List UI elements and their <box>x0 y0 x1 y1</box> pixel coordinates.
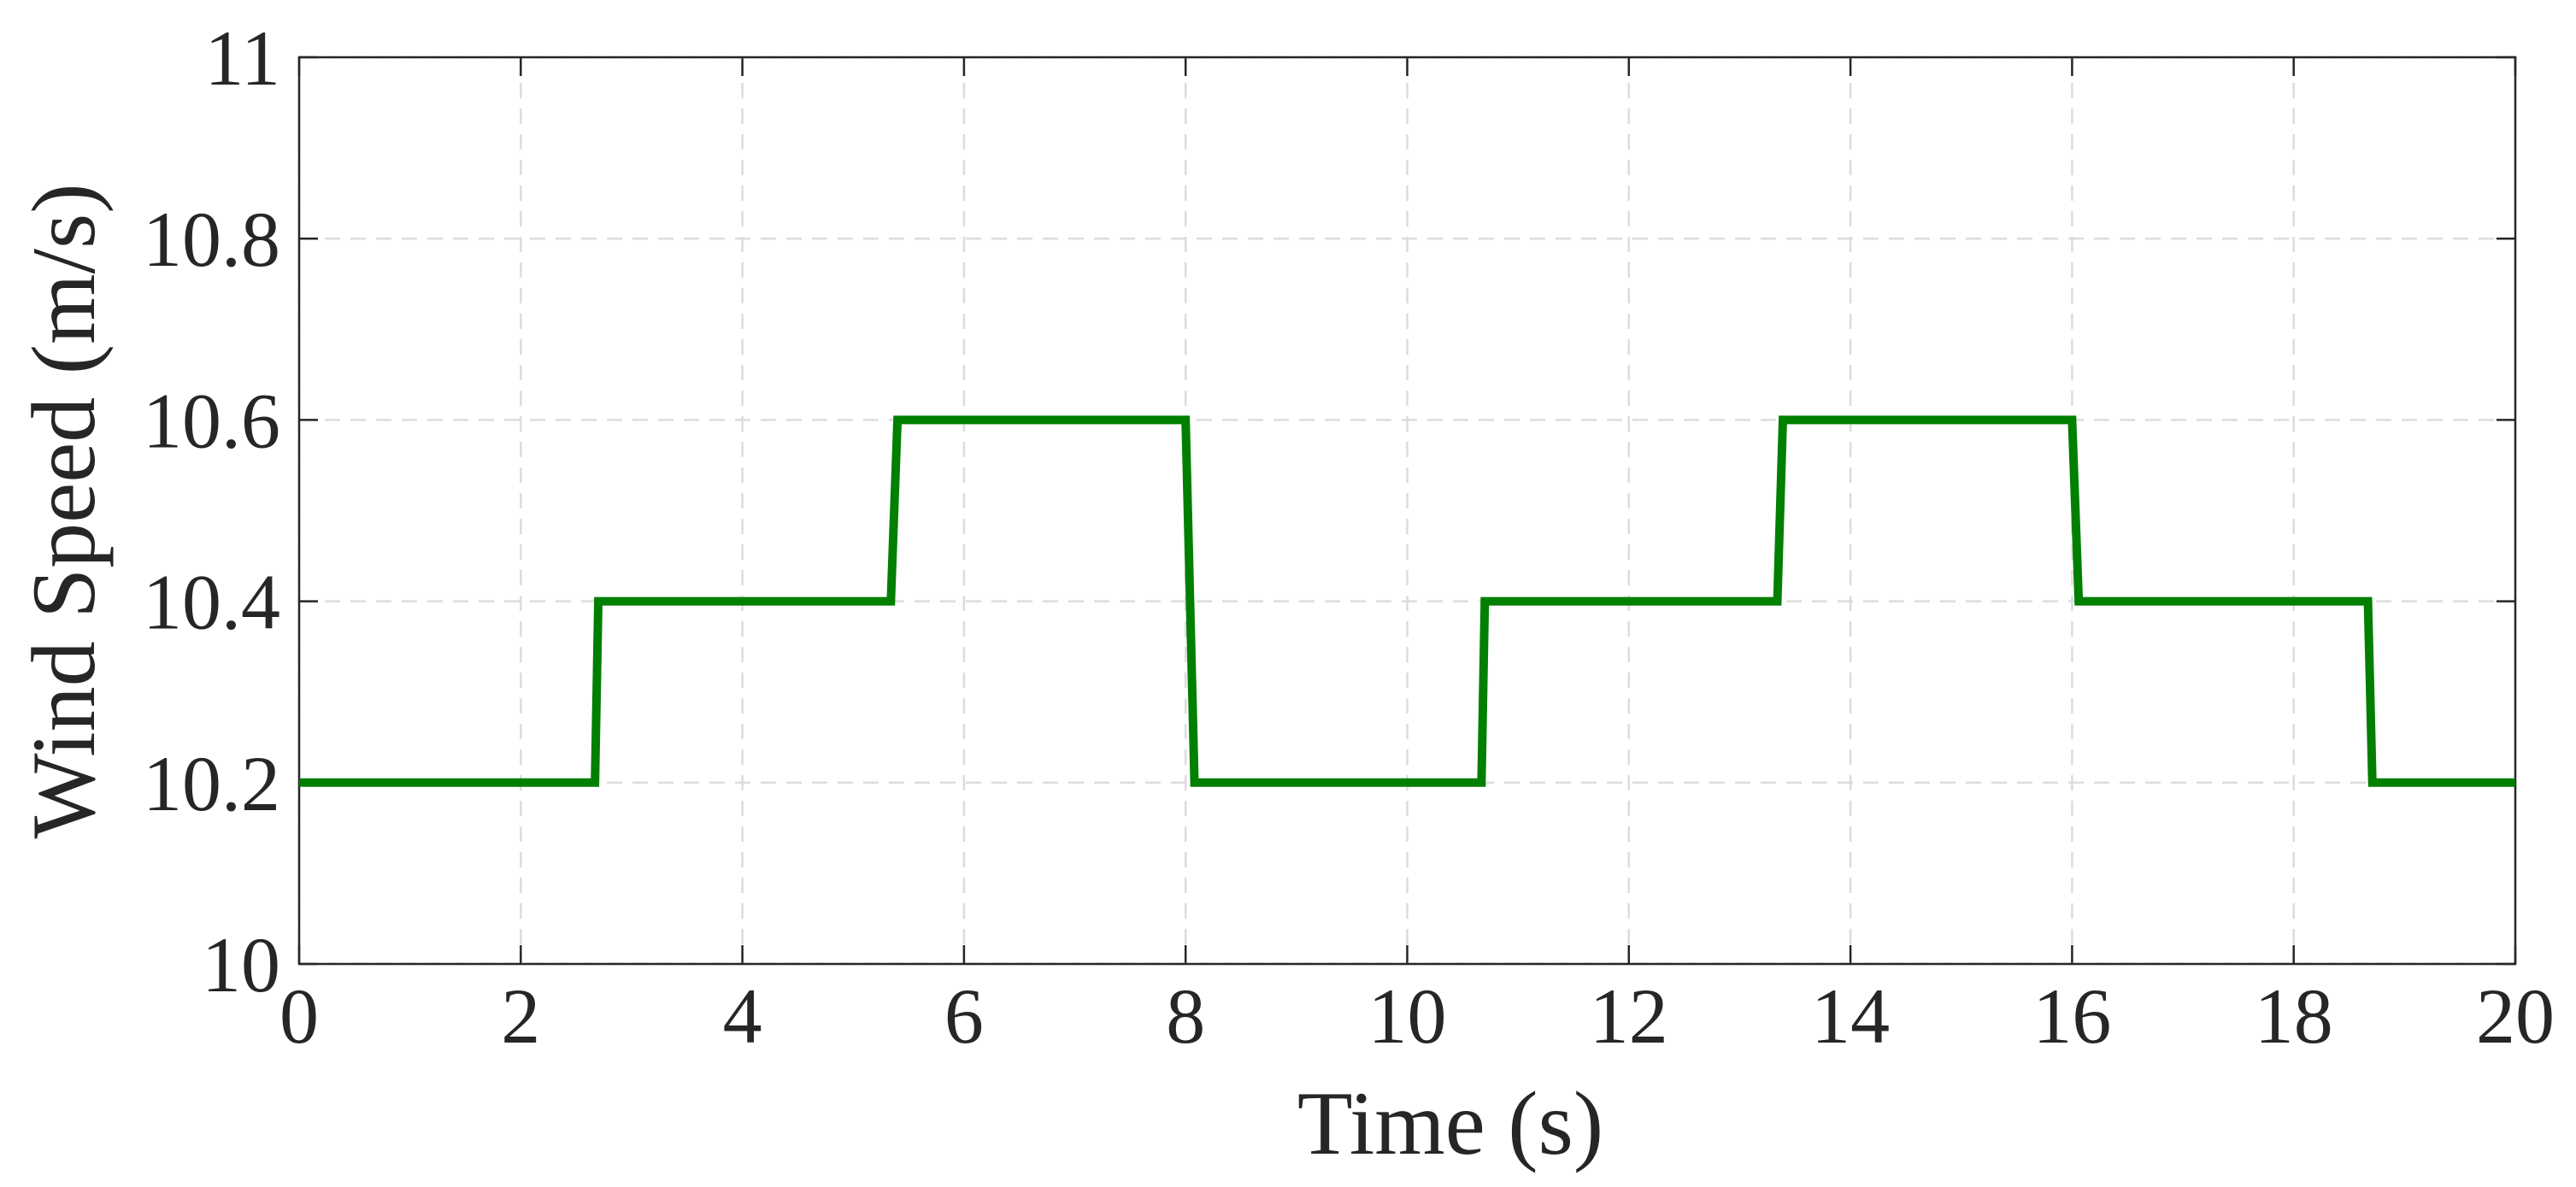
y-axis-label: Wind Speed (m/s) <box>14 183 114 838</box>
x-tick-label: 12 <box>1590 973 1668 1060</box>
y-tick-label: 10.6 <box>143 377 280 464</box>
data-line <box>299 415 2515 787</box>
x-tick-label: 20 <box>2476 973 2555 1060</box>
x-tick-label: 16 <box>2032 973 2111 1060</box>
y-tick-label: 10.4 <box>143 559 280 646</box>
x-tick-label: 6 <box>944 973 984 1060</box>
x-axis-label: Time (s) <box>1297 1073 1603 1173</box>
x-tick-label: 8 <box>1166 973 1205 1060</box>
y-tick-label: 10.2 <box>143 740 280 827</box>
x-tick-label: 14 <box>1811 973 1890 1060</box>
x-tick-label: 2 <box>501 973 540 1060</box>
x-tick-label: 4 <box>723 973 762 1060</box>
x-tick-label: 0 <box>279 973 319 1060</box>
x-tick-label: 10 <box>1368 973 1447 1060</box>
y-tick-label: 10.8 <box>143 196 280 283</box>
plot-frame <box>297 56 2517 966</box>
x-tick-label: 18 <box>2255 973 2333 1060</box>
y-tick-label: 11 <box>204 15 280 102</box>
y-tick-label: 10 <box>202 921 280 1008</box>
